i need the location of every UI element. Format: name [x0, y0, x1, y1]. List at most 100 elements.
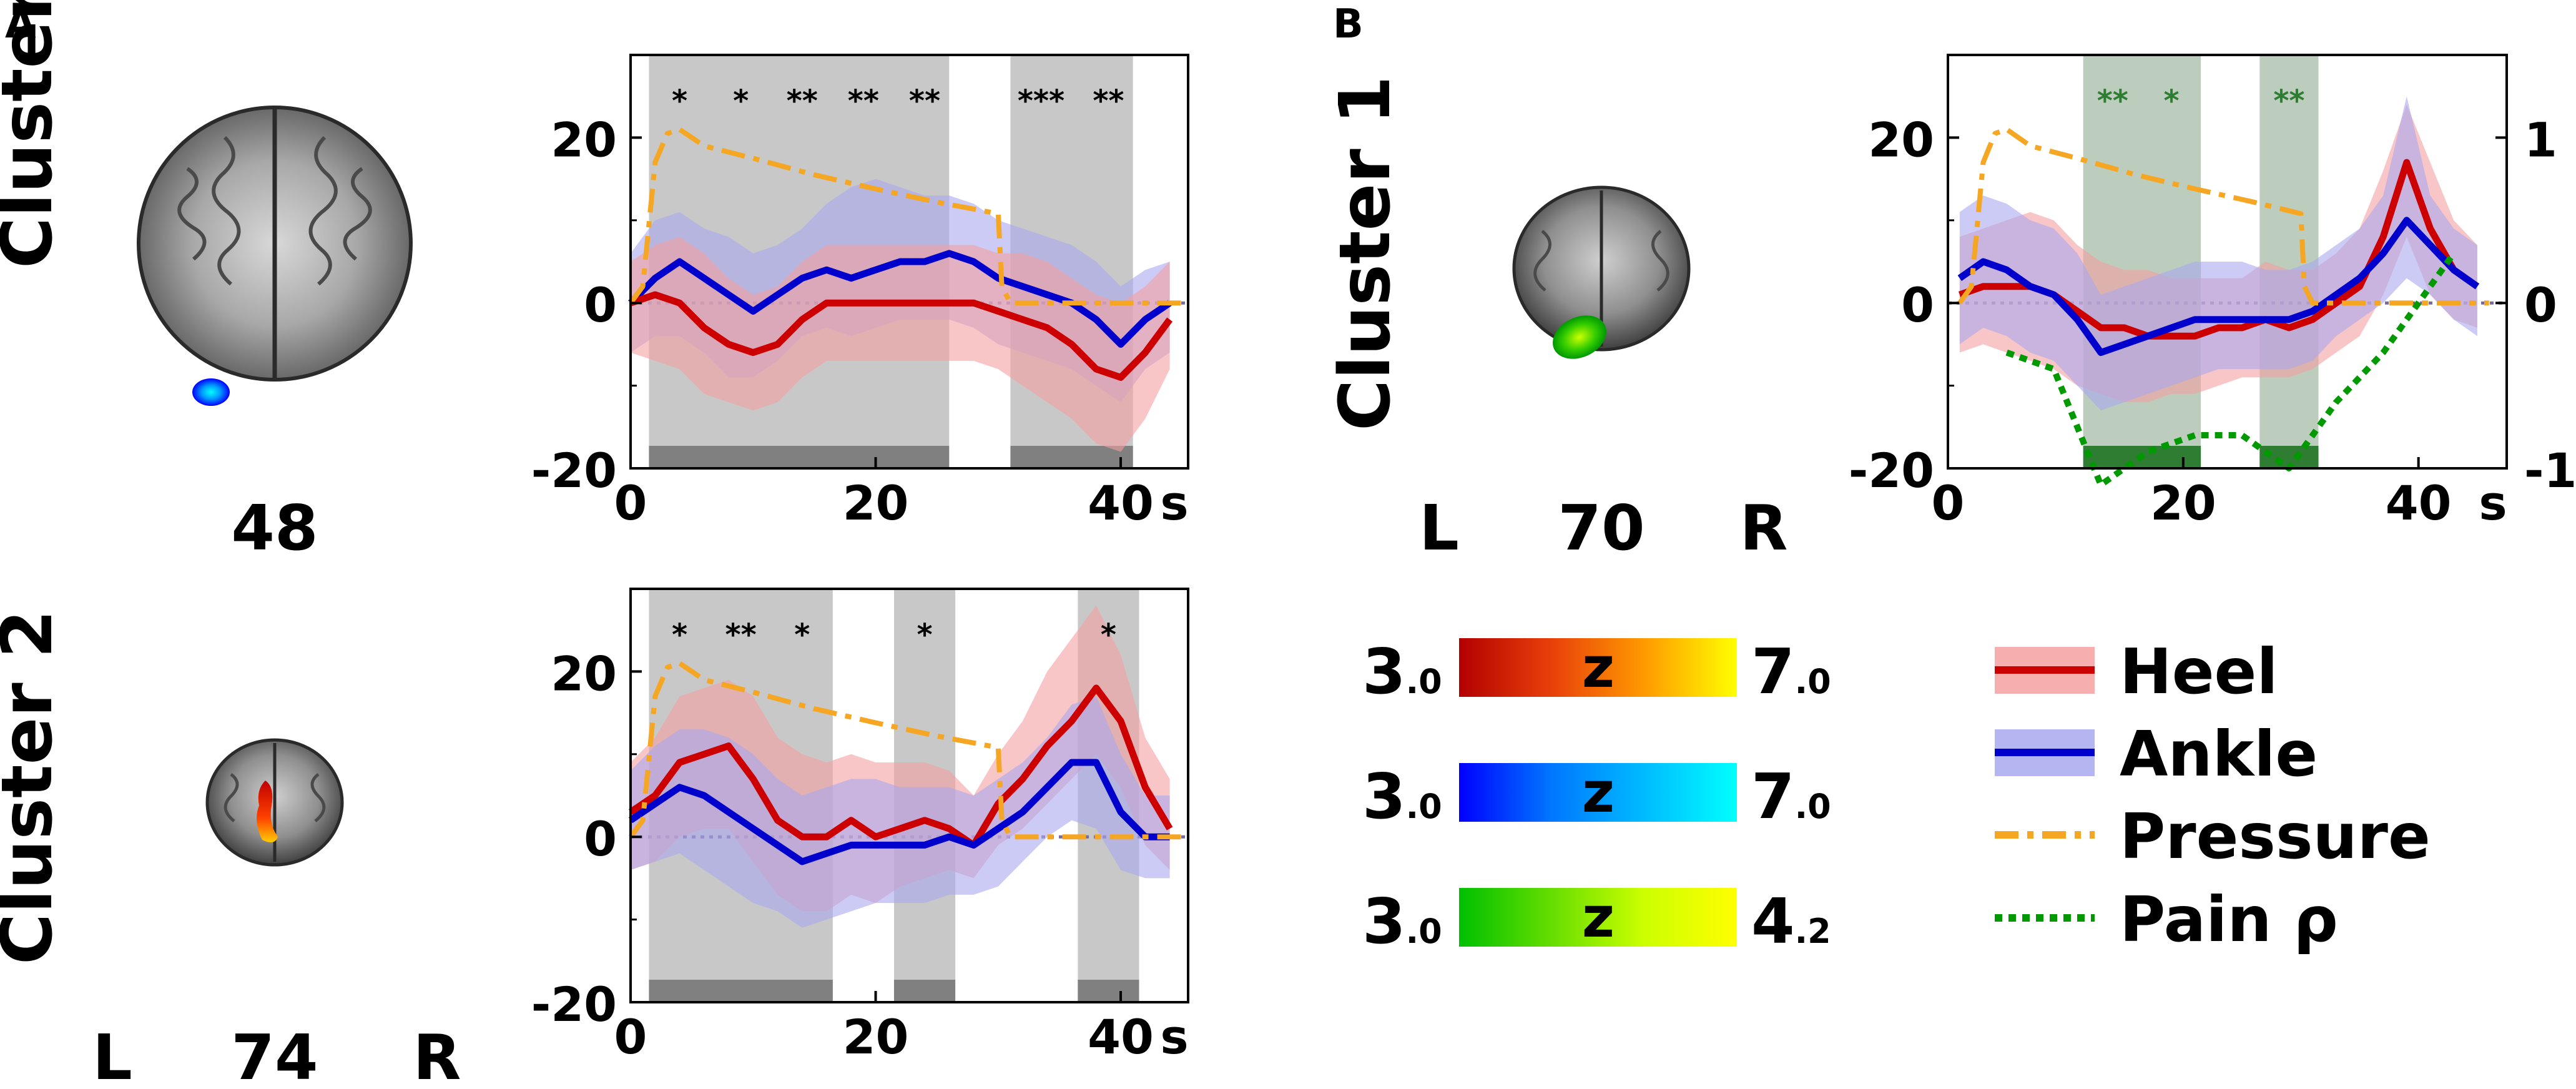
colorbar-green-min: 3.0	[1362, 885, 1442, 958]
x-tick-label: 20	[843, 1009, 909, 1065]
significance-marker: *	[1101, 618, 1116, 653]
left-label-a2: L	[92, 1021, 132, 1089]
colorbar-green: 3.0 z 4.2	[1362, 885, 1831, 958]
y-tick-label: -20	[531, 443, 617, 498]
legend-item-heel: Heel	[1995, 635, 2278, 708]
brain-coronal-b1	[1512, 185, 1691, 359]
brain-coronal-a2	[205, 738, 344, 867]
y-tick-label: -20	[1849, 443, 1934, 498]
legend-item-ankle: Ankle	[1995, 717, 2318, 791]
series-line-pressure	[628, 661, 1182, 840]
series-line-pressure	[628, 127, 1182, 306]
slice-number-a1: 48	[231, 491, 318, 564]
significance-marker: **	[2097, 84, 2128, 119]
y2-tick-label: 1	[2524, 112, 2557, 167]
colorbar-blue: 3.0 z 7.0	[1362, 760, 1831, 833]
x-tick-label: 40	[1088, 475, 1154, 531]
left-label-b1: L	[1419, 491, 1459, 564]
x-axis-label: s	[1160, 1009, 1188, 1065]
activation-blob-orange	[257, 781, 278, 842]
stimulus-bar	[649, 446, 950, 468]
series-line-ankle	[628, 759, 1170, 865]
slice-number-b1: 70	[1558, 491, 1644, 564]
chart-b1: ** * **200-200 20 40 s10-1	[1849, 54, 2576, 531]
significance-marker: *	[733, 84, 749, 119]
series-line-pressure	[1957, 127, 2489, 306]
plot-frame	[629, 588, 1189, 1003]
x-tick-label: 0	[614, 1009, 647, 1065]
panel-label-a: A	[5, 1, 36, 47]
right-label-a2: R	[413, 1021, 461, 1089]
x-tick-label: 40	[2386, 475, 2452, 531]
series-line-ankle	[1957, 217, 2480, 357]
legend-item-pressure: Pressure	[1995, 800, 2431, 873]
legend-label-ankle: Ankle	[2120, 717, 2318, 791]
y-tick-label: 20	[1868, 112, 1934, 167]
colorbar-green-gradient	[1459, 888, 1737, 947]
significance-marker: **	[2273, 84, 2304, 119]
chart-a1: * * ** ** ** *** **200-200 20 40 s	[531, 54, 1189, 531]
stimulus-bar	[893, 980, 956, 1002]
significance-marker: *	[672, 84, 687, 119]
x-tick-label: 0	[1932, 475, 1965, 531]
legend-label-pain: Pain ρ	[2120, 883, 2338, 956]
stimulus-bar	[1010, 446, 1133, 468]
y-tick-label: 20	[551, 646, 617, 701]
colorbar-red-min: 3.0	[1362, 635, 1442, 708]
colorbar-blue-gradient	[1459, 763, 1737, 822]
chart-a2: * ** * * *200-200 20 40 s	[531, 588, 1189, 1065]
legend-label-heel: Heel	[2120, 635, 2278, 708]
x-tick-label: 20	[843, 475, 909, 531]
colorbar-red-gradient	[1459, 638, 1737, 697]
significance-marker: **	[787, 84, 818, 119]
y-tick-label: 0	[1901, 277, 1934, 333]
colorbar-blue-max: 7.0	[1751, 760, 1831, 833]
legend-label-pressure: Pressure	[2120, 800, 2431, 873]
significance-marker: *	[917, 618, 932, 653]
right-label-b1: R	[1739, 491, 1787, 564]
series-line-heel	[629, 291, 1173, 381]
significance-marker: **	[909, 84, 940, 119]
cluster-label-a1: Cluster 1	[0, 0, 68, 269]
shaded-block	[2259, 55, 2319, 468]
brain-axial-a1	[137, 106, 413, 406]
y-tick-label: 0	[584, 277, 617, 333]
x-axis-label: s	[2479, 475, 2507, 531]
colorbar-red-label: z	[1582, 635, 1615, 701]
colorbar-red-max: 7.0	[1751, 635, 1831, 708]
y2-tick-label: 0	[2524, 277, 2557, 333]
significance-marker: *	[794, 618, 810, 653]
y-tick-label: 0	[584, 811, 617, 867]
y2-tick-label: -1	[2524, 443, 2576, 498]
significance-marker: **	[1093, 84, 1124, 119]
plot-frame	[1947, 54, 2508, 470]
colorbar-red: 3.0 z 7.0	[1362, 635, 1831, 708]
legend: Heel Ankle Pressure Pain ρ	[1995, 635, 2431, 956]
colorbar-green-max: 4.2	[1751, 885, 1831, 958]
x-tick-label: 0	[614, 475, 647, 531]
band-ankle	[631, 696, 1170, 928]
panel-label-b: B	[1333, 1, 1364, 47]
activation-blob-blue	[192, 378, 230, 406]
x-tick-label: 20	[2150, 475, 2216, 531]
stimulus-bar	[1078, 980, 1139, 1002]
series-line-ankle	[628, 250, 1172, 348]
legend-item-pain: Pain ρ	[1995, 883, 2338, 956]
y-tick-label: -20	[531, 977, 617, 1032]
series-line-pain	[2005, 251, 2457, 488]
significance-marker: *	[2163, 84, 2179, 119]
x-axis-label: s	[1160, 475, 1188, 531]
slice-number-a2: 74	[231, 1021, 318, 1089]
x-tick-label: 40	[1088, 1009, 1154, 1065]
cluster-label-a2: Cluster 2	[0, 609, 68, 965]
significance-marker: ***	[1018, 84, 1064, 119]
y-tick-label: 20	[551, 112, 617, 167]
cluster-label-b1: Cluster 1	[1325, 76, 1406, 431]
colorbar-blue-min: 3.0	[1362, 760, 1442, 833]
significance-marker: **	[725, 618, 757, 653]
activation-blob-green	[1553, 315, 1606, 359]
colorbar-blue-label: z	[1582, 760, 1615, 825]
significance-marker: *	[672, 618, 687, 653]
colorbar-green-label: z	[1582, 885, 1615, 950]
